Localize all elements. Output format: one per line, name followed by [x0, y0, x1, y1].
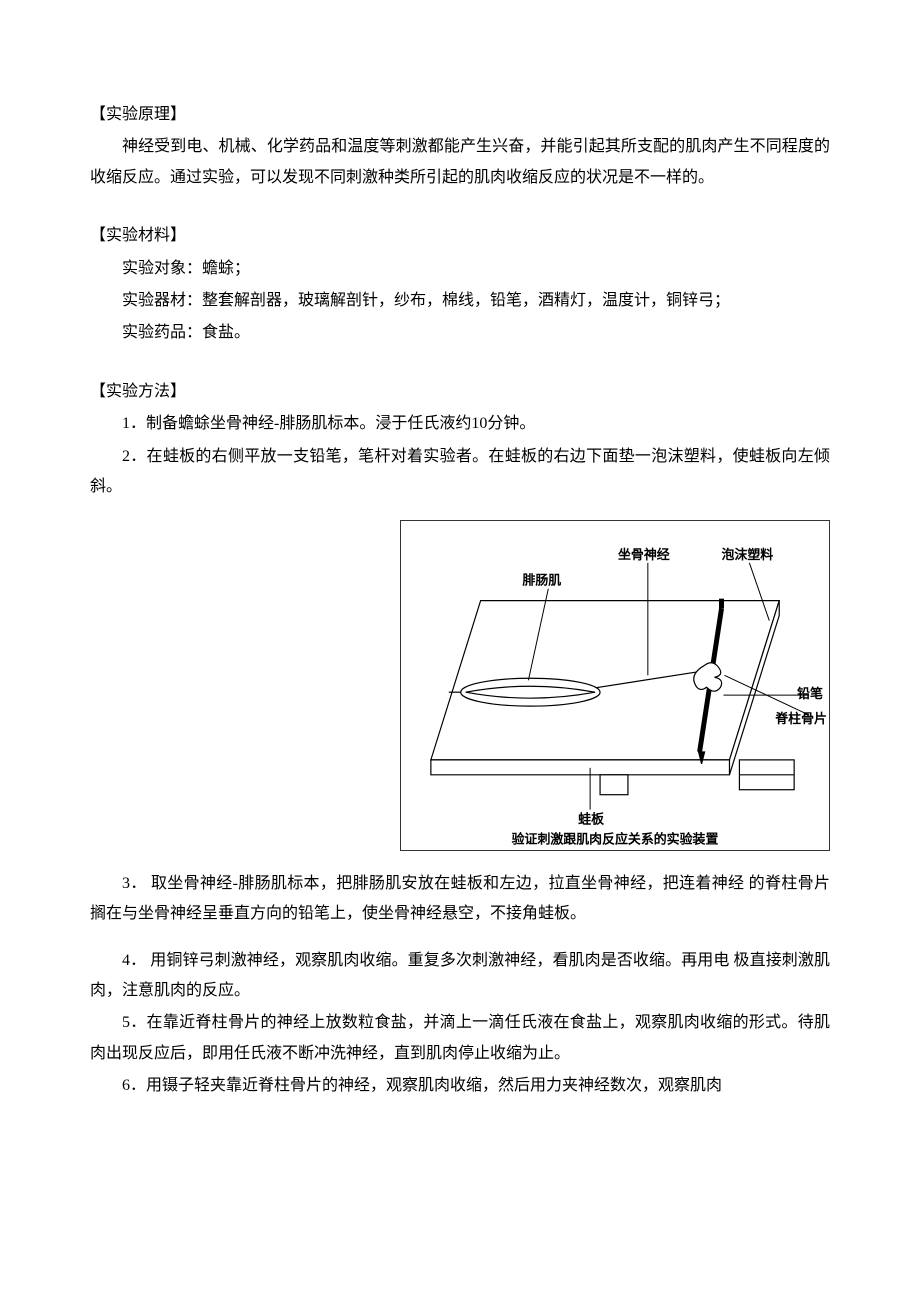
method-5: 5．在靠近脊柱骨片的神经上放数粒食盐，并滴上一滴任氏液在食盐上，观察肌肉收缩的形… [90, 1008, 830, 1069]
method-4: 4． 用铜锌弓刺激神经，观察肌肉收缩。重复多次刺激神经，看肌肉是否收缩。再用电 … [90, 946, 830, 1007]
principle-body: 神经受到电、机械、化学药品和温度等刺激都能产生兴奋，并能引起其所支配的肌肉产生不… [90, 132, 830, 193]
label-bone: 脊柱骨片 [774, 711, 827, 726]
materials-line-1: 实验器材：整套解剖器，玻璃解剖针，纱布，棉线，铅笔，酒精灯，温度计，铜锌弓； [90, 286, 830, 316]
method-3: 3． 取坐骨神经-腓肠肌标本，把腓肠肌安放在蛙板和左边，拉直坐骨神经，把连着神经… [90, 869, 830, 930]
method-6: 6．用镊子轻夹靠近脊柱骨片的神经，观察肌肉收缩，然后用力夹神经数次，观察肌肉 [90, 1071, 830, 1101]
figure-caption: 验证刺激跟肌肉反应关系的实验装置 [512, 832, 719, 847]
materials-line-2: 实验药品：食盐。 [90, 318, 830, 348]
apparatus-diagram: 坐骨神经 泡沫塑料 腓肠肌 铅笔 脊柱骨片 蛙板 验证刺激跟肌肉反应关系的实验装… [401, 521, 829, 849]
label-pencil: 铅笔 [796, 686, 823, 701]
section-title-methods: 【实验方法】 [90, 377, 830, 407]
experiment-figure: 坐骨神经 泡沫塑料 腓肠肌 铅笔 脊柱骨片 蛙板 验证刺激跟肌肉反应关系的实验装… [400, 520, 830, 850]
method-2: 2．在蛙板的右侧平放一支铅笔，笔杆对着实验者。在蛙板的右边下面垫一泡沫塑料，使蛙… [90, 442, 830, 503]
method-1: 1．制备蟾蜍坐骨神经-腓肠肌标本。浸于任氏液约10分钟。 [90, 409, 830, 439]
label-nerve: 坐骨神经 [618, 547, 670, 562]
label-muscle: 腓肠肌 [522, 573, 561, 588]
section-title-principle: 【实验原理】 [90, 100, 830, 130]
label-foam: 泡沫塑料 [721, 547, 773, 562]
label-board: 蛙板 [578, 812, 605, 827]
materials-line-0: 实验对象：蟾蜍； [90, 254, 830, 284]
section-title-materials: 【实验材料】 [90, 221, 830, 251]
